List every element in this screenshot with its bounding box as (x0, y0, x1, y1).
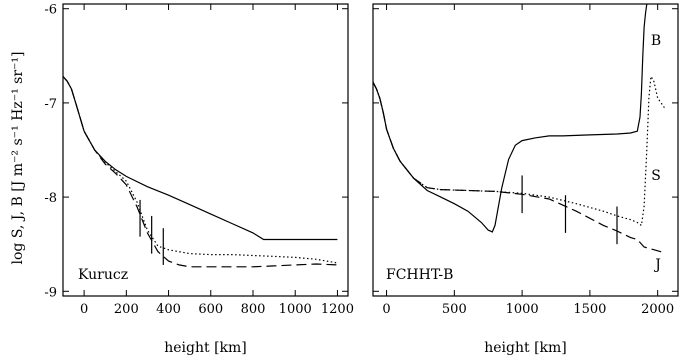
panel-fchht-b: 0 500 1000 1500 2000 height [km] FCHHT-B B S J (372, 3, 679, 356)
y-tick-label: -7 (44, 97, 57, 112)
panel-kurucz: 0 200 400 600 800 1000 1200 -9 -8 -7 -6 height [km]… (44, 3, 354, 356)
curve-label: J (653, 257, 661, 273)
curve-label: S (651, 168, 661, 184)
curve-label: B (651, 33, 661, 49)
x-tick-label: 0 (80, 302, 88, 317)
model-label: FCHHT-B (386, 267, 453, 283)
plot-frame (62, 3, 349, 297)
x-tick-label: 200 (114, 302, 139, 317)
y-tick-label: -6 (44, 3, 57, 18)
y-tick-label: -9 (44, 285, 57, 300)
series-line-dashed (63, 76, 338, 268)
y-tick-label: -8 (44, 191, 57, 206)
x-tick-label: 2000 (641, 302, 674, 317)
series-line-solid (373, 4, 648, 233)
x-tick-label: 500 (442, 302, 467, 317)
series-line-dotted (373, 74, 665, 227)
x-tick-label: 1200 (321, 302, 354, 317)
plot-frame (372, 3, 679, 297)
x-tick-label: 800 (241, 302, 266, 317)
x-axis-label: height [km] (484, 340, 567, 356)
x-tick-label: 0 (382, 302, 390, 317)
x-tick-label: 600 (198, 302, 223, 317)
x-tick-label: 1000 (506, 302, 539, 317)
series-line-dashed (373, 81, 665, 254)
x-tick-label: 1000 (279, 302, 312, 317)
series-line-solid (63, 76, 338, 241)
x-tick-label: 400 (156, 302, 181, 317)
series-line-dotted (63, 76, 338, 264)
y-axis-label: log S, J, B [J m⁻² s⁻¹ Hz⁻¹ sr⁻¹] (10, 51, 26, 264)
x-axis-label: height [km] (164, 340, 247, 356)
model-label: Kurucz (78, 267, 128, 283)
x-tick-label: 1500 (573, 302, 606, 317)
